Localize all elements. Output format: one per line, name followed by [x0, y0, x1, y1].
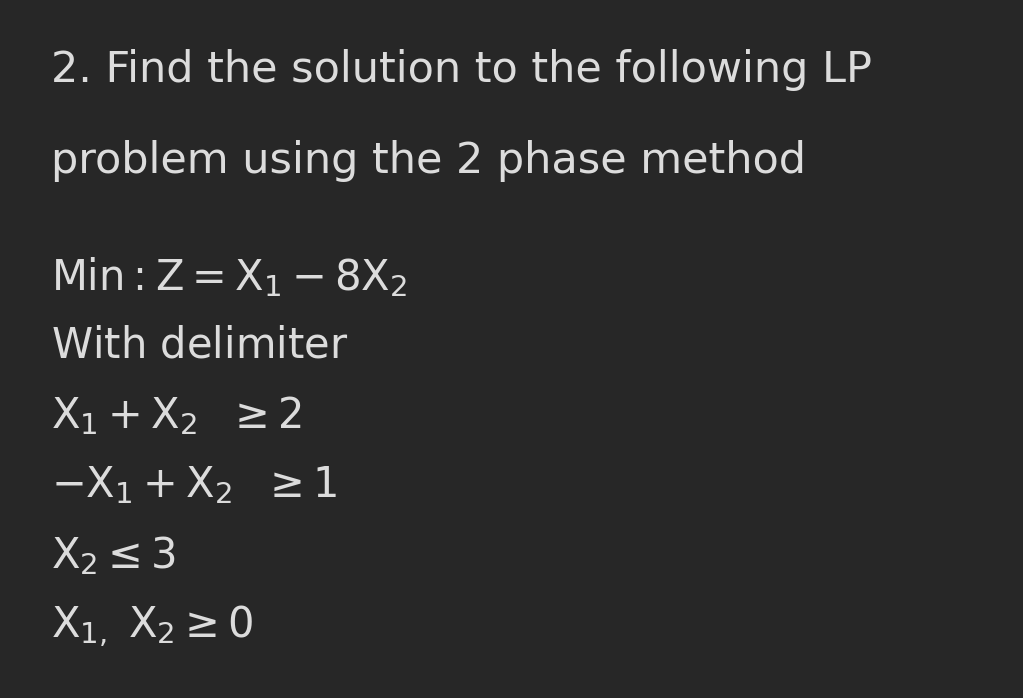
Text: $\mathrm{X_{1,}\ X_{2} \geq 0}$: $\mathrm{X_{1,}\ X_{2} \geq 0}$ [51, 604, 254, 649]
Text: $\mathrm{With\ delimiter}$: $\mathrm{With\ delimiter}$ [51, 325, 349, 366]
Text: problem using the 2 phase method: problem using the 2 phase method [51, 140, 806, 181]
Text: $\mathrm{X_{1} + X_{2}\ \ \geq 2}$: $\mathrm{X_{1} + X_{2}\ \ \geq 2}$ [51, 394, 302, 437]
Text: 2. Find the solution to the following LP: 2. Find the solution to the following LP [51, 49, 873, 91]
Text: $\mathrm{-X_{1} + X_{2}\ \ \geq 1}$: $\mathrm{-X_{1} + X_{2}\ \ \geq 1}$ [51, 464, 338, 506]
Text: $\mathrm{X_{2} \leq 3}$: $\mathrm{X_{2} \leq 3}$ [51, 534, 176, 577]
Text: $\mathrm{Min: Z = X_{1} - 8X_{2}}$: $\mathrm{Min: Z = X_{1} - 8X_{2}}$ [51, 255, 407, 299]
